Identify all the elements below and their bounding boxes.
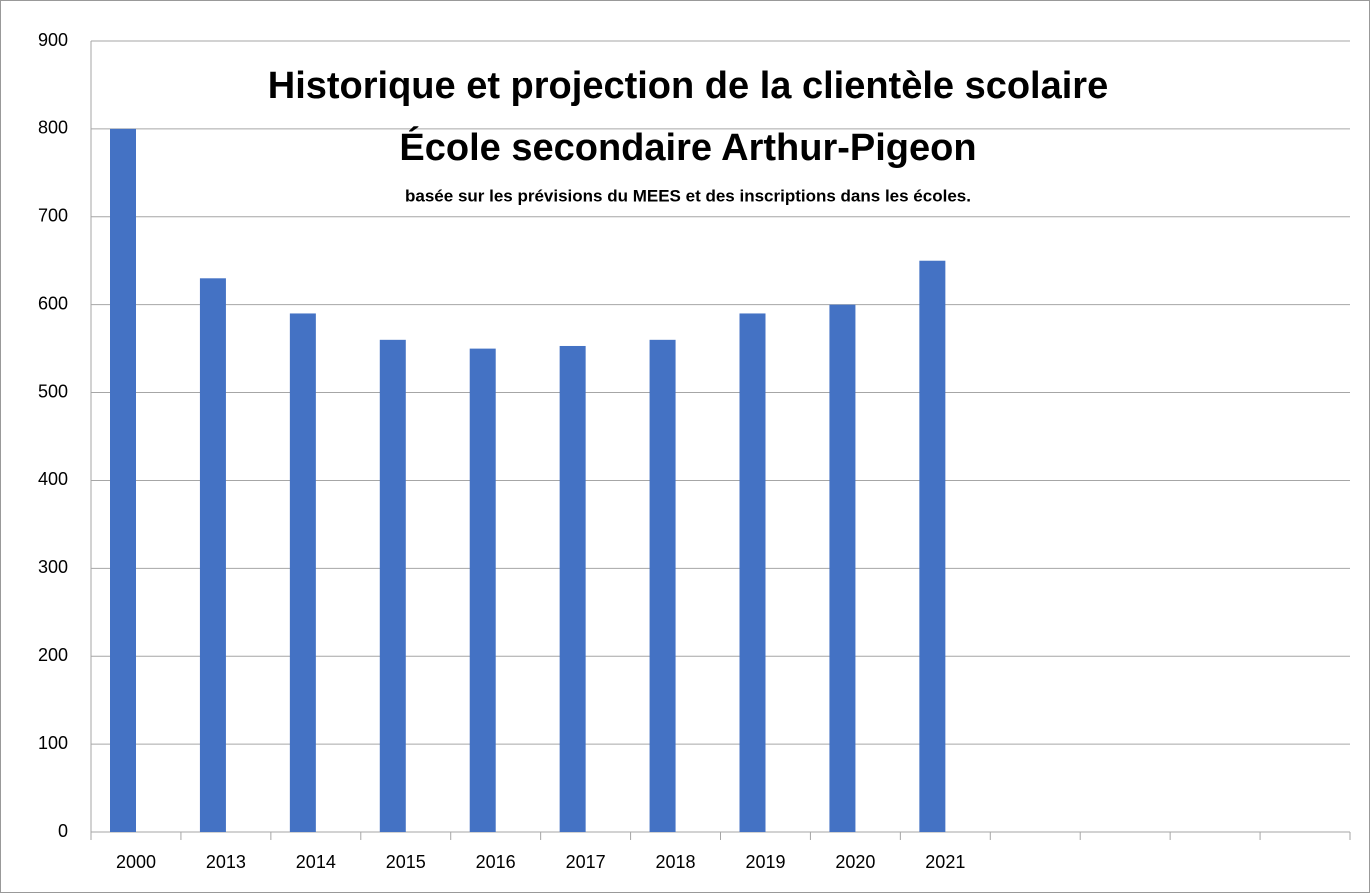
x-tick-label: 2015 <box>386 852 426 872</box>
bar <box>739 313 766 832</box>
bar <box>829 304 856 833</box>
bars <box>110 128 946 833</box>
x-tick-label: 2020 <box>835 852 875 872</box>
x-tick-label: 2016 <box>476 852 516 872</box>
y-tick-label: 900 <box>38 30 68 50</box>
bar <box>289 313 316 832</box>
x-tick-label: 2000 <box>116 852 156 872</box>
y-tick-label: 800 <box>38 118 68 138</box>
x-tick-label: 2013 <box>206 852 246 872</box>
annotation: basée sur les prévisions du MEES et des … <box>405 186 971 205</box>
bar <box>469 348 496 832</box>
chart-subtitle: École secondaire Arthur-Pigeon <box>399 125 976 169</box>
y-tick-label: 600 <box>38 293 68 313</box>
bar <box>199 278 226 832</box>
bar <box>110 128 136 832</box>
bar <box>559 345 586 832</box>
y-tick-label: 200 <box>38 645 68 665</box>
x-tick-label: 2017 <box>566 852 606 872</box>
chart-title: Historique et projection de la clientèle… <box>268 65 1108 107</box>
x-tick-label: 2014 <box>296 852 336 872</box>
y-tick-label: 500 <box>38 381 68 401</box>
y-tick-label: 100 <box>38 733 68 753</box>
y-tick-label: 400 <box>38 469 68 489</box>
x-tick-label: 2019 <box>745 852 785 872</box>
bar <box>649 339 676 832</box>
y-tick-label: 0 <box>58 821 68 841</box>
bar <box>919 260 946 832</box>
x-tick-label: 2021 <box>925 852 965 872</box>
bar <box>379 339 406 832</box>
x-tick-label: 2018 <box>656 852 696 872</box>
y-tick-label: 300 <box>38 557 68 577</box>
y-tick-label: 700 <box>38 206 68 226</box>
